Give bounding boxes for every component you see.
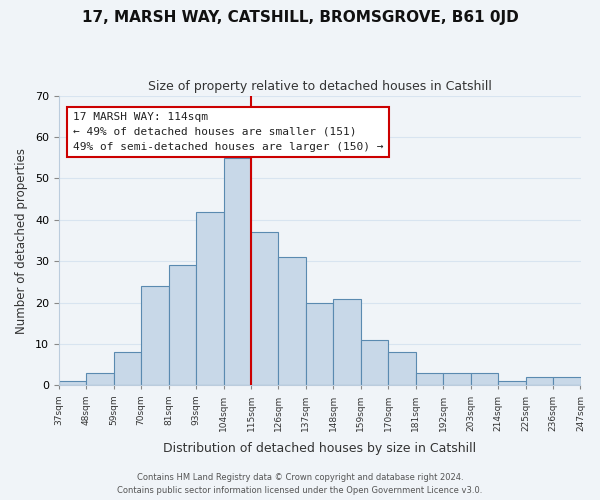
Bar	[169, 266, 196, 386]
Bar	[224, 158, 251, 386]
Bar	[334, 298, 361, 386]
Bar	[306, 302, 334, 386]
Bar	[470, 373, 498, 386]
Bar	[141, 286, 169, 386]
Bar	[553, 377, 581, 386]
Bar	[251, 232, 278, 386]
Bar	[196, 212, 224, 386]
Bar	[86, 373, 114, 386]
Bar	[59, 382, 86, 386]
Bar	[443, 373, 470, 386]
Bar	[498, 382, 526, 386]
Bar	[361, 340, 388, 386]
Text: 17, MARSH WAY, CATSHILL, BROMSGROVE, B61 0JD: 17, MARSH WAY, CATSHILL, BROMSGROVE, B61…	[82, 10, 518, 25]
Bar	[388, 352, 416, 386]
Bar	[416, 373, 443, 386]
X-axis label: Distribution of detached houses by size in Catshill: Distribution of detached houses by size …	[163, 442, 476, 455]
Text: 17 MARSH WAY: 114sqm
← 49% of detached houses are smaller (151)
49% of semi-deta: 17 MARSH WAY: 114sqm ← 49% of detached h…	[73, 112, 383, 152]
Bar	[526, 377, 553, 386]
Y-axis label: Number of detached properties: Number of detached properties	[15, 148, 28, 334]
Bar	[278, 257, 306, 386]
Text: Contains HM Land Registry data © Crown copyright and database right 2024.
Contai: Contains HM Land Registry data © Crown c…	[118, 474, 482, 495]
Title: Size of property relative to detached houses in Catshill: Size of property relative to detached ho…	[148, 80, 491, 93]
Bar	[114, 352, 141, 386]
